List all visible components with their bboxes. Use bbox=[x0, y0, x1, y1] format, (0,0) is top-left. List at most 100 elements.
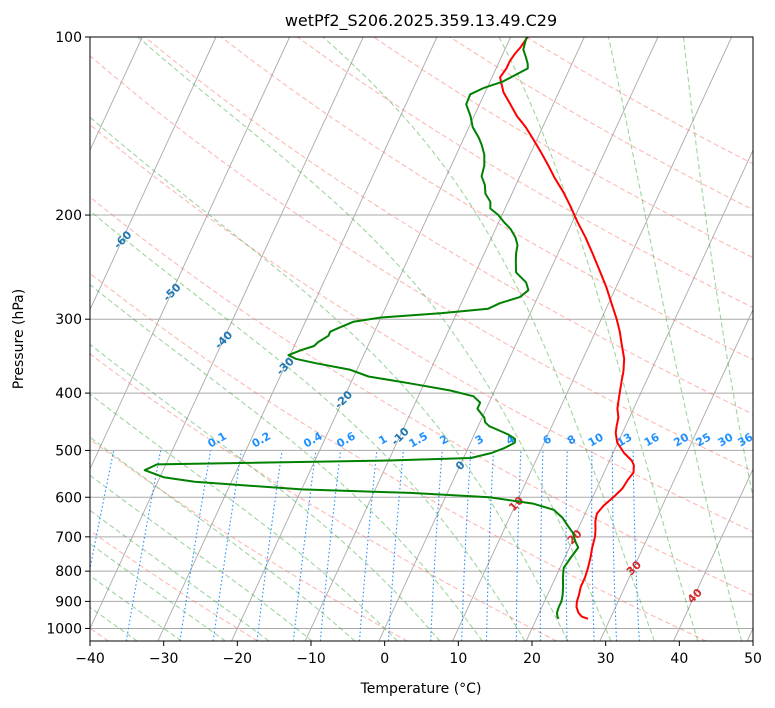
mixing-ratio-line-6 bbox=[430, 450, 443, 641]
dry-adiabat-label--10: -10 bbox=[389, 425, 412, 448]
adiabat-labels: 0.10.20.40.611.52346810131620253036-100-… bbox=[11, 126, 755, 606]
y-tick-label: 800 bbox=[55, 564, 82, 580]
moist-adiabat-48 bbox=[607, 37, 743, 641]
x-tick-label: 50 bbox=[744, 651, 762, 667]
moist-adiabat-0 bbox=[90, 393, 398, 641]
mixing-ratio-line-1.5 bbox=[292, 450, 317, 641]
x-tick-label: 40 bbox=[670, 651, 688, 667]
y-tick-label: 300 bbox=[55, 312, 82, 328]
mixing-ratio-line-20 bbox=[565, 450, 568, 641]
isotherm--30 bbox=[157, 37, 438, 641]
dry-adiabat-20 bbox=[90, 353, 557, 641]
x-tick-label: −10 bbox=[296, 651, 326, 667]
dry-adiabat-60 bbox=[90, 196, 753, 596]
x-tick-label: −20 bbox=[223, 651, 253, 667]
moist-adiabat-12 bbox=[90, 283, 483, 641]
dry-adiabat-80 bbox=[90, 124, 753, 533]
isotherm-30 bbox=[599, 308, 753, 641]
chart-title: wetPf2_S206.2025.359.13.49.C29 bbox=[285, 11, 557, 31]
moist-adiabat-18 bbox=[90, 210, 526, 641]
y-tick-label: 700 bbox=[55, 530, 82, 546]
moist-adiabats bbox=[90, 37, 753, 641]
isotherm-50 bbox=[746, 627, 753, 641]
y-tick-label: 100 bbox=[55, 30, 82, 46]
x-tick-label: 20 bbox=[523, 651, 541, 667]
dry-adiabat-100 bbox=[90, 55, 753, 473]
moist-adiabat--12 bbox=[90, 474, 313, 641]
plot-frame bbox=[89, 36, 754, 642]
moist-adiabat--24 bbox=[90, 542, 226, 641]
isotherm--60 bbox=[90, 37, 217, 311]
dry-adiabat-0 bbox=[90, 438, 408, 641]
mixing-ratio-line-8 bbox=[461, 450, 472, 641]
y-tick-label: 1000 bbox=[46, 621, 82, 637]
mixing-ratio-label-2: 2 bbox=[437, 432, 450, 447]
mixing-ratio-line-0.6 bbox=[212, 450, 243, 641]
temperature-profile bbox=[499, 37, 635, 620]
x-tick-label: 0 bbox=[380, 651, 389, 667]
mixing-ratio-label-30: 30 bbox=[716, 430, 736, 449]
dry-adiabat-label--70: -70 bbox=[62, 175, 85, 198]
x-tick-label: 30 bbox=[597, 651, 615, 667]
dry-adiabat-label--80: -80 bbox=[11, 126, 34, 149]
dry-adiabat-140 bbox=[220, 37, 753, 361]
moist-adiabat-30 bbox=[137, 37, 612, 641]
mixing-ratio-line-16 bbox=[539, 450, 544, 641]
y-tick-label: 900 bbox=[55, 594, 82, 610]
dry-adiabat-label-0: 0 bbox=[453, 458, 468, 473]
grid-lines bbox=[90, 37, 753, 641]
mixing-ratio-line-4 bbox=[387, 450, 404, 641]
mixing-ratio-label-36: 36 bbox=[735, 430, 755, 449]
isotherm--10 bbox=[304, 37, 585, 641]
mixing-ratio-label-10: 10 bbox=[586, 430, 606, 449]
mixing-ratio-label-0.2: 0.2 bbox=[250, 429, 273, 450]
mixing-ratio-line-0.2 bbox=[125, 450, 162, 641]
isotherm--20 bbox=[231, 37, 512, 641]
isotherm-10 bbox=[452, 37, 733, 641]
plot-area: 0.10.20.40.611.52346810131620253036-100-… bbox=[11, 37, 755, 641]
dry-adiabat-label-10: 10 bbox=[506, 494, 526, 514]
mixing-ratio-line-0.4 bbox=[179, 450, 212, 641]
x-axis-ticks: −40 −30 −20 −10 0 10 20 30 40 50 bbox=[75, 641, 762, 667]
x-axis-label: Temperature (°C) bbox=[360, 681, 482, 697]
moist-adiabat-42 bbox=[498, 37, 699, 641]
moist-adiabat-6 bbox=[90, 343, 441, 641]
mixing-ratio-lines bbox=[90, 450, 640, 641]
mixing-ratio-label-3: 3 bbox=[473, 432, 486, 447]
dry-adiabat-180 bbox=[373, 37, 753, 259]
mixing-ratio-line-0.1 bbox=[90, 450, 115, 572]
mixing-ratio-label-0.6: 0.6 bbox=[334, 429, 358, 450]
dry-adiabat-label--50: -50 bbox=[160, 281, 183, 304]
y-axis-ticks: 100 200 300 400 500 600 700 800 900 1000 bbox=[46, 30, 90, 637]
moist-adiabat-54 bbox=[682, 37, 753, 500]
moist-adiabat--30 bbox=[90, 575, 182, 641]
dry-adiabat-label--40: -40 bbox=[212, 328, 235, 351]
isotherm-40 bbox=[673, 467, 753, 641]
y-tick-label: 600 bbox=[55, 490, 82, 506]
dry-adiabats bbox=[90, 37, 753, 641]
mixing-ratio-label-25: 25 bbox=[693, 431, 713, 450]
dry-adiabat-label--20: -20 bbox=[332, 388, 355, 411]
dry-adiabat-label-30: 30 bbox=[624, 558, 644, 578]
mixing-ratio-label-8: 8 bbox=[565, 432, 578, 447]
mixing-ratio-line-36 bbox=[632, 450, 640, 641]
mixing-ratio-line-2 bbox=[319, 450, 342, 641]
mixing-ratio-line-1 bbox=[256, 450, 283, 641]
isotherm-20 bbox=[525, 149, 753, 641]
moist-adiabat-36 bbox=[322, 37, 655, 641]
mixing-ratio-line-10 bbox=[485, 450, 495, 641]
dry-adiabat-220 bbox=[525, 37, 753, 165]
y-tick-label: 400 bbox=[55, 386, 82, 402]
dry-adiabat-120 bbox=[144, 37, 753, 415]
isotherm--70 bbox=[90, 37, 143, 152]
isotherm--50 bbox=[90, 37, 291, 471]
dry-adiabat-160 bbox=[297, 37, 753, 309]
isotherm--40 bbox=[90, 37, 364, 630]
x-tick-label: −30 bbox=[149, 651, 179, 667]
mixing-ratio-label-1: 1 bbox=[376, 432, 389, 447]
y-tick-label: 500 bbox=[55, 443, 82, 459]
series bbox=[143, 37, 635, 620]
x-tick-label: 10 bbox=[449, 651, 467, 667]
isotherm-0 bbox=[378, 37, 659, 641]
